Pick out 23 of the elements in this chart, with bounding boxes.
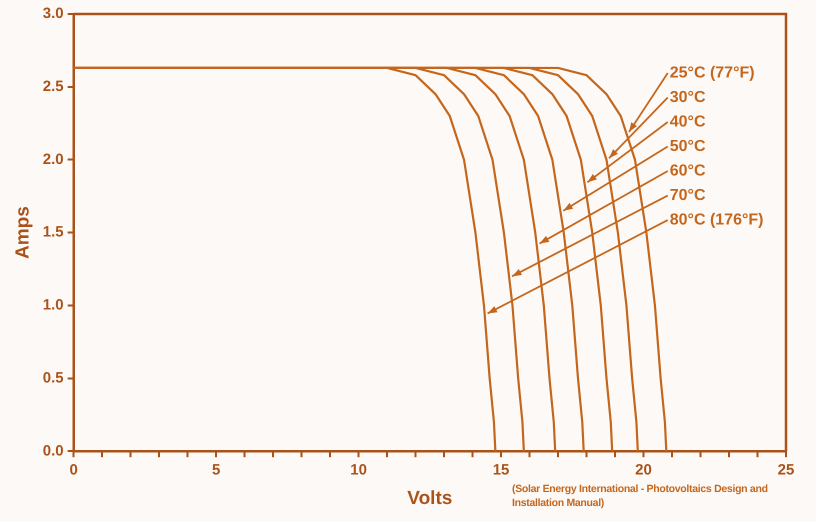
x-tick-label: 0 (69, 461, 78, 478)
text: 70°C (670, 186, 706, 204)
x-tick-label: 25 (778, 461, 794, 478)
y-tick-label: 1.5 (42, 224, 64, 241)
text: 25°C (77°F) (670, 64, 755, 82)
legend-label: 40°C (670, 113, 706, 130)
text: 80°C (176°F) (670, 211, 764, 228)
x-tick-label: 20 (635, 461, 652, 478)
x-tick-label: 15 (492, 461, 510, 478)
text: 50°C (670, 138, 706, 155)
x-tick-label: 5 (212, 461, 220, 478)
x-tick-label: 10 (350, 461, 367, 478)
text: 30°C (670, 88, 706, 106)
x-axis-title: Volts (407, 488, 452, 509)
text: 60°C (670, 162, 706, 180)
y-tick-label: 3.0 (42, 5, 64, 22)
y-tick-label: 1.0 (42, 296, 64, 314)
y-axis-title: Amps (12, 206, 34, 259)
y-tick-label: 0.0 (42, 442, 64, 460)
text: (Solar Energy International - Photovoltaics Design and Installation Manual) (512, 482, 769, 510)
y-tick-label: 2.0 (42, 150, 64, 168)
y-tick-label: 2.5 (42, 78, 64, 96)
y-tick-label: 0.5 (42, 369, 64, 386)
